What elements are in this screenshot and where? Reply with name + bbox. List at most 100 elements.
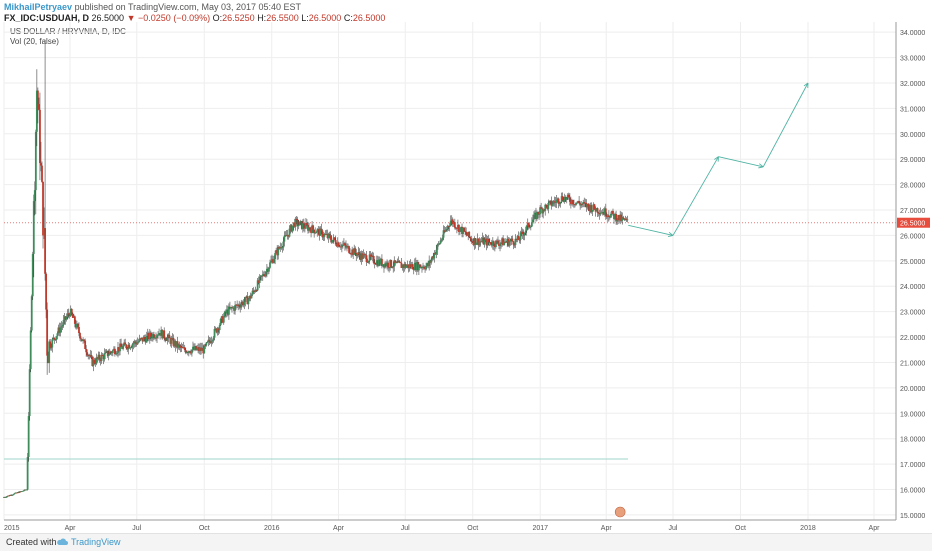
candle-body	[304, 227, 306, 229]
candle-body	[277, 247, 280, 256]
candle-body	[267, 268, 269, 272]
candle-body	[15, 492, 18, 494]
candle-body	[449, 220, 452, 226]
candle-body	[625, 218, 628, 220]
candle-body	[336, 242, 339, 247]
candle-body	[290, 225, 293, 232]
candle-body	[284, 235, 287, 237]
candle-body	[590, 205, 593, 212]
footer: Created with TradingView	[0, 533, 932, 551]
candle-body	[479, 241, 482, 243]
candle-body	[313, 229, 316, 234]
candle-body	[23, 489, 26, 491]
candle-body	[235, 304, 237, 306]
candle-body	[552, 201, 555, 205]
candle-body	[427, 263, 430, 267]
candle-body	[338, 246, 341, 248]
candle-body	[166, 337, 169, 341]
candle-body	[157, 334, 159, 336]
symbol-line: FX_IDC:USDUAH, D 26.5000 ▼ −0.0250 (−0.0…	[4, 13, 385, 24]
candle-body	[541, 208, 544, 214]
candle-body	[259, 275, 262, 277]
candle-body	[184, 350, 187, 353]
candle-body	[269, 262, 271, 268]
candle-body	[411, 264, 414, 270]
candle-body	[491, 241, 494, 246]
candle-body	[152, 334, 154, 339]
candle-body	[5, 496, 7, 498]
candle-body	[559, 201, 562, 204]
candle-body	[49, 341, 52, 349]
x-tick-label: Apr	[601, 525, 613, 532]
tradingview-brand-link[interactable]: TradingView	[71, 537, 121, 547]
last-price-badge	[897, 217, 930, 228]
candle-body	[493, 246, 496, 248]
candle-body	[342, 244, 344, 246]
candle-body	[332, 237, 335, 240]
candle-body	[177, 344, 180, 348]
price-chart[interactable]: 15.0000 16.0000 17.0000 18.0000 19.0000 20.00…	[0, 0, 932, 533]
price-change: −0.0250 (−0.09%)	[138, 13, 211, 23]
candle-body	[453, 222, 456, 228]
candle-body	[606, 215, 609, 217]
candle-body	[108, 351, 111, 355]
candle-body	[419, 264, 421, 268]
candle-body	[249, 295, 252, 299]
candle-body	[183, 347, 186, 351]
candle-body	[174, 341, 177, 347]
event-marker-icon	[614, 506, 626, 518]
candle-body	[211, 340, 214, 342]
candle-body	[444, 229, 447, 232]
candle-body	[27, 416, 30, 458]
candle-body	[468, 231, 471, 237]
candle-body	[539, 207, 541, 215]
y-tick-label: 27.0000	[900, 208, 925, 215]
candle-body	[193, 346, 195, 350]
candle-body	[388, 267, 391, 269]
candle-body	[169, 338, 172, 344]
candle-body	[544, 204, 547, 211]
candle-body	[535, 212, 537, 220]
candle-body	[39, 109, 41, 164]
x-tick-label: Oct	[199, 525, 210, 532]
candle-body	[439, 240, 442, 244]
candle-body	[213, 328, 216, 338]
candle-body	[430, 259, 433, 263]
x-tick-label: Oct	[735, 525, 746, 532]
candle-body	[451, 219, 454, 225]
candle-body	[224, 311, 227, 314]
candle-body	[536, 212, 538, 220]
candle-body	[122, 345, 125, 349]
candle-body	[8, 495, 11, 497]
x-tick-label: Jul	[669, 525, 678, 532]
candle-body	[65, 316, 68, 320]
candle-body	[46, 309, 49, 356]
candle-body	[205, 342, 208, 346]
close-label: C:	[343, 13, 353, 23]
candle-body	[147, 333, 150, 340]
candle-body	[196, 348, 198, 350]
candle-body	[53, 337, 56, 340]
candle-body	[521, 231, 524, 235]
author-name[interactable]: MikhailPetryaev	[4, 2, 73, 12]
candle-body	[474, 238, 477, 245]
candle-body	[579, 203, 582, 206]
candle-body	[216, 328, 219, 333]
candle-body	[144, 338, 147, 343]
candle-body	[556, 198, 559, 200]
candle-body	[114, 348, 116, 355]
candle-body	[549, 200, 552, 202]
candle-body	[209, 341, 212, 344]
candle-body	[355, 252, 358, 257]
candle-body	[508, 241, 511, 246]
candle-body	[275, 250, 278, 254]
candle-body	[481, 237, 484, 242]
candle-body	[534, 212, 536, 215]
candle-body	[477, 238, 480, 246]
candle-body	[150, 336, 153, 339]
candle-body	[437, 243, 440, 245]
volume-legend[interactable]: Vol (20, false)	[10, 37, 59, 46]
candle-body	[511, 238, 514, 242]
candle-body	[203, 345, 206, 354]
candle-body	[595, 208, 598, 212]
